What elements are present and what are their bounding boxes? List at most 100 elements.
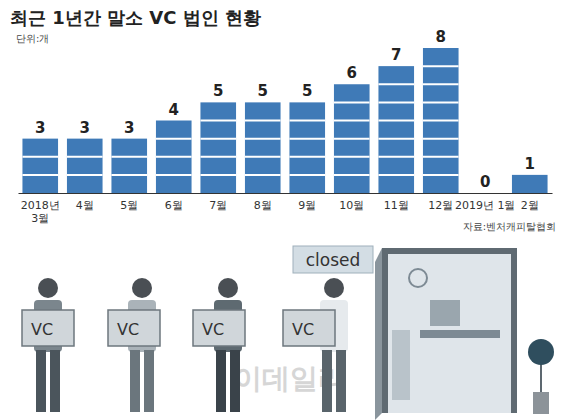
segment-divider [22, 156, 58, 158]
closed-sign [293, 246, 373, 273]
person-leg [36, 350, 46, 412]
data-label: 8 [436, 28, 446, 46]
x-tick-label-line: 5월 [120, 199, 138, 212]
segment-divider [22, 174, 58, 176]
x-tick-label-line: 2월 [521, 199, 539, 212]
x-tick-label: 8월 [254, 199, 272, 212]
bar [423, 48, 459, 193]
office-interior [388, 254, 511, 413]
x-tick-label-line: 3월 [31, 212, 49, 225]
segment-divider [378, 174, 414, 176]
person-leg [336, 350, 346, 412]
person-leg [216, 350, 226, 412]
person-leg [322, 350, 332, 412]
box [283, 310, 335, 346]
data-label: 3 [124, 119, 134, 137]
person-head [324, 278, 344, 298]
data-label: 5 [258, 82, 268, 100]
segment-divider [111, 156, 147, 158]
segment-divider [378, 138, 414, 140]
data-label: 5 [213, 82, 223, 100]
data-label: 3 [35, 119, 45, 137]
x-tick: 2018년3월 [21, 193, 60, 225]
x-tick-label: 4월 [76, 199, 94, 212]
x-tick-label: 5월 [120, 199, 138, 212]
segment-divider [289, 138, 325, 140]
segment-divider [200, 120, 236, 122]
x-tick-label-line: 6월 [165, 199, 183, 212]
x-tick-label: 2018년3월 [21, 199, 60, 225]
background [0, 0, 568, 420]
bar [111, 139, 147, 193]
segment-divider [378, 156, 414, 158]
segment-divider [200, 138, 236, 140]
segment-divider [245, 156, 281, 158]
box-label: VC [292, 320, 314, 339]
person-leg [130, 350, 140, 412]
segment-divider [289, 120, 325, 122]
data-label: 4 [169, 101, 179, 119]
x-tick: 4월 [76, 193, 94, 212]
person-leg [144, 350, 154, 412]
illustration: 이데일리closedVCVCVCVC [22, 246, 554, 420]
data-label: 0 [480, 173, 490, 191]
x-tick-label-line: 7월 [209, 199, 227, 212]
segment-divider [423, 120, 459, 122]
x-tick-label-line: 2019년 1월 [455, 199, 516, 212]
subtitle: 단위:개 [16, 33, 49, 44]
segment-divider [245, 174, 281, 176]
x-tick-label: 9월 [298, 199, 316, 212]
segment-divider [334, 101, 370, 103]
segment-divider [423, 65, 459, 67]
segment-divider [378, 83, 414, 85]
plant-pot [533, 392, 549, 414]
person: VC [108, 278, 160, 412]
chart-svg: 최근 1년간 말소 VC 법인 현황단위:개3334555678012018년3… [0, 0, 568, 420]
box [108, 310, 160, 346]
data-label: 5 [302, 82, 312, 100]
segment-divider [200, 174, 236, 176]
bar [245, 102, 281, 193]
person-head [132, 278, 152, 298]
box-label: VC [31, 320, 53, 339]
segment-divider [423, 138, 459, 140]
segment-divider [67, 156, 103, 158]
x-tick: 2019년 1월 [455, 193, 516, 212]
x-tick-label-line: 4월 [76, 199, 94, 212]
bar [22, 139, 58, 193]
closed-label: closed [306, 250, 361, 270]
segment-divider [200, 156, 236, 158]
box-label: VC [202, 320, 224, 339]
data-label: 1 [525, 155, 535, 173]
person-leg [50, 350, 60, 412]
x-tick: 5월 [120, 193, 138, 212]
x-tick-label-line: 10월 [339, 199, 364, 212]
segment-divider [378, 120, 414, 122]
person-head [218, 278, 238, 298]
x-tick-label-line: 8월 [254, 199, 272, 212]
x-tick: 10월 [339, 193, 364, 212]
segment-divider [334, 174, 370, 176]
x-axis-line [19, 193, 553, 194]
x-tick-label-line: 9월 [298, 199, 316, 212]
bar [512, 175, 548, 193]
desk [420, 330, 500, 338]
segment-divider [423, 101, 459, 103]
wall-clock [409, 269, 427, 287]
x-tick: 6월 [165, 193, 183, 212]
chart-container: 최근 1년간 말소 VC 법인 현황단위:개3334555678012018년3… [0, 0, 568, 420]
data-label: 7 [391, 46, 401, 64]
x-tick: 12월 [428, 193, 453, 212]
bar [289, 102, 325, 193]
source: 자료:벤처캐피탈협회 [463, 221, 556, 232]
box-label: VC [117, 320, 139, 339]
x-tick: 8월 [254, 193, 272, 212]
x-tick-label: 2월 [521, 199, 539, 212]
segment-divider [111, 174, 147, 176]
segment-divider [289, 174, 325, 176]
bar [156, 121, 192, 194]
data-label: 3 [80, 119, 90, 137]
segment-divider [334, 138, 370, 140]
x-tick-label-line: 12월 [428, 199, 453, 212]
x-tick-label-line: 2018년 [21, 199, 60, 212]
